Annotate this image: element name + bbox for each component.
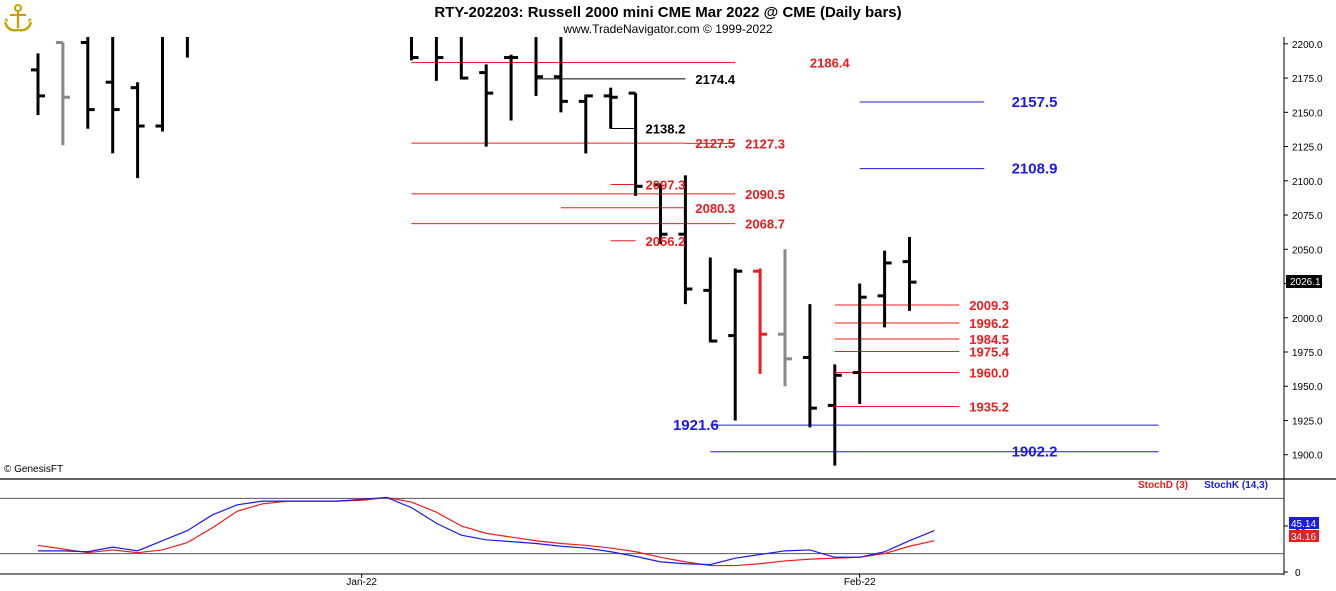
price-bars [31, 37, 917, 466]
level-labels: 2186.4 2174.4 2157.5 2138.2 2127.5 2127.3 2108… [646, 55, 1058, 460]
stoch-d-last-box [1289, 530, 1319, 542]
legend-stoch-k: StochK (14,3) [1204, 480, 1268, 491]
ohlc-bar [802, 304, 817, 428]
ohlc-bar [55, 40, 70, 146]
ohlc-bar [105, 37, 120, 154]
ohlc-bar [130, 82, 145, 179]
level-lines [411, 61, 1159, 453]
ohlc-bar [902, 236, 917, 311]
copyright-label: © GenesisFT [4, 464, 63, 475]
stochastic-last-values: 45.14 34.16 [1289, 517, 1319, 543]
price-axis-tick-label: 2125.0 [1292, 143, 1323, 154]
level-label: 2127.3 [745, 136, 785, 151]
ohlc-bar [778, 249, 792, 387]
time-axis-tick-label: Feb-22 [844, 577, 876, 588]
level-label: 2108.9 [1012, 161, 1058, 178]
level-label: 1902.2 [1012, 444, 1058, 461]
price-axis-tick-label: 1975.0 [1292, 348, 1323, 359]
time-axis-tick-label: Jan-22 [346, 577, 377, 588]
level-label: 2174.4 [695, 72, 736, 87]
level-label: 2090.5 [745, 187, 785, 202]
level-label: 2138.2 [646, 121, 686, 136]
ohlc-bar [703, 257, 718, 343]
price-axis-tick-label: 2100.0 [1292, 177, 1323, 188]
ohlc-bar [728, 268, 743, 421]
ohlc-bar [80, 37, 95, 129]
level-label: 2009.3 [969, 298, 1009, 313]
price-axis-tick-label: 1925.0 [1292, 416, 1323, 427]
stoch-d-line [37, 496, 935, 567]
price-axis-tick-label: 1950.0 [1292, 382, 1323, 393]
ohlc-bar [459, 37, 469, 80]
level-label: 2068.7 [745, 217, 785, 232]
level-label: 2127.5 [695, 136, 735, 151]
level-label: 2186.4 [810, 55, 851, 70]
level-label: 1975.4 [969, 344, 1010, 359]
ohlc-bar [553, 37, 568, 113]
stoch-k-last-value: 45.14 [1291, 519, 1316, 530]
price-axis-tick-label: 2200.0 [1292, 40, 1323, 51]
level-label: 1960.0 [969, 366, 1009, 381]
chart-subtitle: www.TradeNavigator.com © 1999-2022 [562, 22, 772, 36]
stochastic-panel [0, 496, 1284, 567]
ohlc-bar [534, 37, 543, 96]
level-label: 2056.2 [646, 234, 686, 249]
ohlc-bar [678, 175, 693, 305]
ohlc-bar [578, 94, 593, 154]
anchor-logo-icon [3, 4, 33, 32]
price-axis-tick-label: 2150.0 [1292, 108, 1323, 119]
ohlc-bar [877, 250, 892, 328]
price-axis-tick-label: 1900.0 [1292, 451, 1323, 462]
stoch-k-line [38, 496, 935, 566]
ohlc-bar [434, 37, 444, 81]
price-axis-tick-label: 2050.0 [1292, 245, 1323, 256]
level-label: 2080.3 [695, 201, 735, 216]
price-axis-tick-label: 2175.0 [1292, 74, 1323, 85]
price-chart: 2186.4 2174.4 2157.5 2138.2 2127.5 2127.3 2108… [31, 37, 1159, 466]
last-price-label: 2026.1 [1290, 277, 1321, 288]
time-axis: Jan-22 Feb-22 [346, 574, 876, 588]
stoch-k-last-box [1289, 517, 1319, 529]
ohlc-bar [504, 54, 519, 121]
level-label: 2097.3 [646, 178, 686, 193]
stoch-axis-tick-label: 0 [1295, 568, 1301, 579]
price-axis-tick-label: 2000.0 [1292, 314, 1323, 325]
ohlc-bar [628, 91, 643, 196]
level-label: 1984.5 [969, 332, 1009, 347]
ohlc-bar [827, 364, 842, 466]
ohlc-bar [753, 268, 768, 374]
stoch-d-last-value: 34.16 [1291, 532, 1316, 543]
level-label: 1921.6 [673, 417, 719, 434]
last-price-box [1286, 275, 1322, 289]
ohlc-bar [31, 53, 45, 116]
level-label: 1996.2 [969, 316, 1009, 331]
last-price-marker: 2026.1 [1286, 275, 1322, 289]
ohlc-bar [479, 64, 494, 147]
level-label: 1935.2 [969, 400, 1009, 415]
ohlc-bar [155, 37, 164, 132]
legend-stoch-d: StochD (3) [1138, 480, 1188, 491]
ohlc-bar [603, 87, 618, 129]
stochastic-lines [37, 496, 935, 567]
chart-title: RTY-202203: Russell 2000 mini CME Mar 20… [434, 4, 901, 21]
ohlc-bar [410, 37, 419, 61]
ohlc-bar [653, 183, 668, 244]
ohlc-bar [852, 283, 867, 405]
level-label: 2157.5 [1012, 94, 1058, 111]
price-axis-tick-label: 2075.0 [1292, 211, 1323, 222]
